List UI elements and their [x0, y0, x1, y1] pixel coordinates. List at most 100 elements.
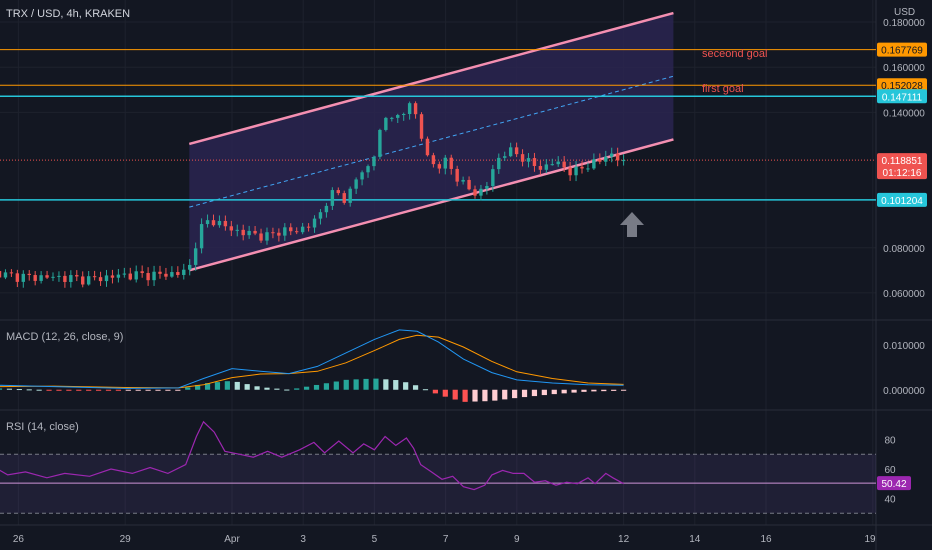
level-label-1: 0.152028: [881, 81, 923, 92]
candle-body: [604, 156, 608, 162]
macd-histogram-bar: [36, 389, 42, 391]
candle-body: [407, 103, 412, 115]
candle-body: [15, 273, 20, 282]
candle-body: [152, 271, 156, 281]
macd-histogram-bar: [66, 389, 72, 391]
candle-body: [146, 273, 150, 281]
level-tag-2: [877, 89, 927, 104]
macd-histogram-bar: [403, 382, 409, 390]
candle-body: [366, 166, 370, 173]
candle-body: [294, 231, 299, 233]
candle-body: [259, 233, 263, 241]
macd-signal-line: [0, 334, 624, 389]
candle-body: [514, 147, 519, 155]
macd-histogram-bar: [204, 383, 211, 390]
candle-body: [574, 166, 578, 176]
time-axis-tick-7: 12: [618, 534, 630, 545]
level-tag-3: [877, 192, 927, 207]
candle-body: [580, 166, 584, 169]
candle-body: [610, 153, 614, 157]
candle-body: [526, 158, 531, 162]
macd-panel[interactable]: [0, 329, 627, 402]
price-candles[interactable]: [0, 101, 626, 297]
macd-histogram-bar: [274, 388, 280, 390]
rsi-panel[interactable]: [0, 420, 876, 514]
candle-body: [86, 276, 91, 285]
candle-body: [193, 248, 198, 265]
candle-body: [69, 275, 73, 282]
macd-histogram-bar: [333, 381, 339, 390]
candle-body: [615, 153, 620, 161]
candle-body: [51, 276, 55, 278]
macd-histogram-bar: [155, 389, 161, 391]
first-goal-annotation[interactable]: first goal: [702, 83, 744, 95]
time-axis-tick-6: 9: [514, 534, 520, 545]
candle-body: [532, 158, 537, 167]
candle-body: [538, 166, 543, 170]
candle-body: [170, 272, 174, 277]
second-goal-annotation[interactable]: seceond goal: [702, 48, 767, 60]
macd-histogram-bar: [591, 389, 597, 392]
time-axis-tick-1: 29: [120, 534, 132, 545]
rsi-last-label: 50.42: [881, 479, 906, 490]
candle-body: [473, 189, 477, 196]
macd-histogram-bar: [363, 378, 369, 390]
last-price-tag: [877, 153, 927, 180]
macd-histogram-bar: [76, 389, 82, 391]
price-axis-tick-2: 0.140000: [883, 108, 925, 119]
level-label-0: 0.167769: [881, 46, 923, 57]
candle-body: [485, 186, 489, 189]
macd-axis-tick-1: 0.000000: [883, 386, 925, 397]
macd-histogram-bar: [165, 389, 171, 391]
level-tag-0: [877, 42, 927, 57]
candle-body: [223, 220, 228, 227]
candle-body: [3, 272, 8, 278]
candle-body: [443, 157, 447, 169]
macd-histogram-bar: [294, 388, 300, 390]
macd-histogram-bar: [512, 389, 518, 399]
candle-body: [568, 167, 572, 176]
macd-histogram-bar: [521, 389, 528, 398]
candle-body: [241, 229, 245, 236]
candle-body: [497, 157, 501, 170]
macd-histogram-bar: [611, 389, 617, 391]
candle-body: [508, 147, 513, 157]
macd-histogram-bar: [26, 389, 32, 391]
candle-body: [592, 159, 596, 169]
candle-body: [188, 264, 192, 270]
candle-body: [75, 275, 79, 277]
macd-histogram-bar: [462, 389, 468, 402]
candle-body: [81, 276, 85, 285]
time-axis-tick-5: 7: [443, 534, 449, 545]
macd-histogram-bar: [46, 389, 52, 391]
rsi-title: RSI (14, close): [6, 421, 79, 433]
macd-histogram-bar: [313, 384, 320, 390]
macd-histogram-bar: [561, 389, 567, 394]
candle-body: [253, 230, 257, 234]
candle-body: [425, 138, 430, 156]
macd-histogram-bar: [185, 387, 191, 390]
rsi-axis-tick-1: 60: [884, 465, 896, 476]
time-axis-tick-8: 14: [689, 534, 701, 545]
candle-body: [205, 220, 210, 225]
macd-histogram-bar: [304, 386, 310, 390]
macd-histogram-bar: [284, 389, 290, 391]
candle-body: [211, 220, 216, 226]
candle-body: [9, 272, 14, 274]
macd-histogram-bar: [224, 381, 230, 390]
price-axis-tick-3: 0.080000: [883, 244, 925, 255]
horizontal-levels[interactable]: [0, 49, 876, 201]
rsi-axis-tick-0: 80: [884, 435, 896, 446]
candle-body: [336, 190, 341, 194]
candle-body: [461, 179, 465, 182]
channel-fill: [189, 13, 674, 271]
candle-body: [128, 273, 132, 280]
candle-body: [330, 190, 335, 206]
macd-histogram-bar: [432, 389, 438, 394]
macd-histogram-bar: [323, 383, 330, 390]
candle-body: [21, 273, 25, 282]
candle-body: [199, 224, 204, 249]
time-axis-tick-9: 16: [760, 534, 772, 545]
candle-body: [562, 161, 566, 168]
